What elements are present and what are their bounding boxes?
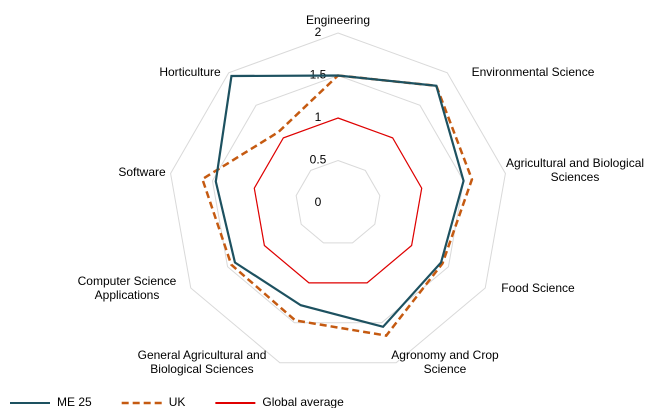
category-label: Computer Science Applications — [77, 274, 177, 302]
grid-ring — [295, 159, 381, 244]
grid-ring — [211, 74, 465, 324]
series-line — [214, 74, 465, 329]
r-tick-label: 0 — [315, 195, 322, 209]
series-line — [200, 74, 474, 337]
grid-ring — [170, 32, 506, 364]
category-label: Horticulture — [159, 65, 221, 79]
category-label: General Agricultural and Biological Scie… — [137, 348, 267, 376]
legend-label: UK — [169, 395, 186, 408]
category-label: Agronomy and Crop Science — [391, 348, 499, 376]
category-label: Software — [118, 165, 166, 179]
legend-label: ME 25 — [57, 395, 92, 408]
category-label: Agricultural and Biological Sciences — [505, 156, 645, 184]
category-label: Environmental Science — [471, 65, 595, 79]
r-tick-label: 2 — [315, 25, 322, 39]
category-label: Engineering — [305, 13, 371, 27]
r-tick-label: 0.5 — [310, 153, 327, 167]
category-label: Food Science — [501, 281, 575, 295]
legend-label: Global average — [262, 395, 344, 408]
r-tick-label: 1 — [315, 110, 322, 124]
series-line — [253, 117, 423, 284]
